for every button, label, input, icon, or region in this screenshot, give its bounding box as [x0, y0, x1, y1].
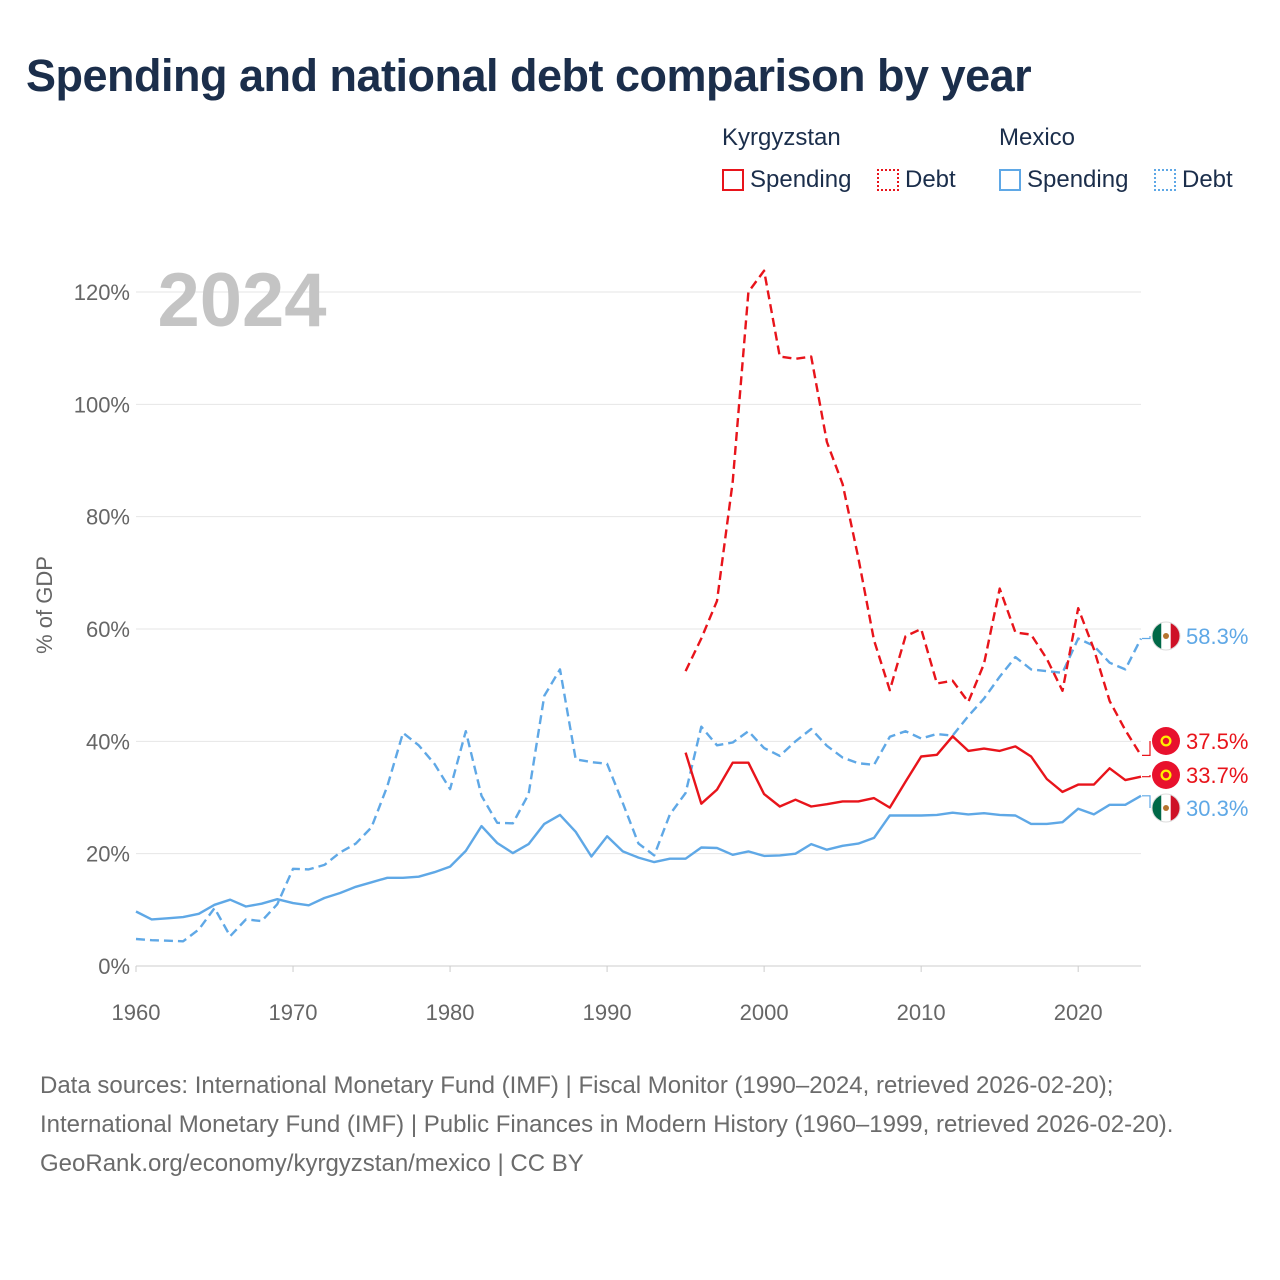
legend-swatch-dotted-red: [877, 169, 899, 191]
y-tick-label: 100%: [74, 392, 130, 417]
legend-country-kyrgyzstan: Kyrgyzstan: [722, 124, 841, 151]
legend-swatch-solid-red: [722, 169, 744, 191]
end-label-value: 58.3%: [1186, 624, 1248, 649]
legend-kyrgyzstan-spending[interactable]: Spending: [722, 166, 851, 194]
y-tick-label: 80%: [86, 505, 130, 530]
end-label-connector: [1142, 741, 1151, 757]
y-tick-label: 20%: [86, 842, 130, 867]
chart-title: Spending and national debt comparison by…: [26, 50, 1032, 101]
series-kyrgyzstan-debt: [684, 269, 1143, 757]
end-label-value: 30.3%: [1186, 796, 1248, 821]
footer: Data sources: International Monetary Fun…: [40, 1066, 1240, 1183]
y-tick-label: 0%: [98, 954, 130, 979]
mexico-flag-icon: [1151, 621, 1181, 651]
attribution: GeoRank.org/economy/kyrgyzstan/mexico | …: [40, 1150, 584, 1177]
legend-country-mexico: Mexico: [999, 124, 1076, 151]
kyrgyzstan-flag-icon: [1152, 761, 1180, 789]
end-labels: 58.3% 30.3% 37.5% 33.7%: [1142, 621, 1248, 823]
end-label-value: 33.7%: [1186, 763, 1248, 788]
legend-kyrgyzstan-debt[interactable]: Debt: [877, 166, 956, 194]
end-label-connector: [1142, 775, 1151, 778]
series-mexico-spending: [135, 794, 1142, 921]
x-tick-label: 1980: [426, 1000, 475, 1025]
legend-swatch-solid-blue: [999, 169, 1021, 191]
x-tick-label: 1960: [112, 1000, 161, 1025]
end-label-value: 37.5%: [1186, 729, 1248, 754]
gridlines: [136, 291, 1141, 967]
legend-label: Debt: [905, 166, 956, 193]
y-tick-label: 120%: [74, 280, 130, 305]
series-kyrgyzstan-spending: [684, 735, 1142, 809]
y-axis-ticks: 0% 20% 40% 60% 80% 100% 120%: [74, 280, 130, 979]
x-tick-label: 2020: [1054, 1000, 1103, 1025]
legend-mexico-debt[interactable]: Debt: [1154, 166, 1233, 194]
line-chart: 2024 0% 20% 40% 60% 80% 100% 120% 1960 1970 1980…: [32, 258, 1248, 1025]
legend-label: Debt: [1182, 166, 1233, 193]
y-tick-label: 60%: [86, 617, 130, 642]
x-tick-label: 1990: [583, 1000, 632, 1025]
legend-label: Spending: [1027, 166, 1129, 193]
end-label-connector: [1142, 795, 1151, 808]
x-tick-label: 1970: [269, 1000, 318, 1025]
legend-swatch-dotted-blue: [1154, 169, 1176, 191]
data-sources: Data sources: International Monetary Fun…: [40, 1072, 1174, 1138]
year-watermark: 2024: [157, 258, 326, 343]
y-tick-label: 40%: [86, 729, 130, 754]
legend-mexico-spending[interactable]: Spending: [999, 166, 1128, 194]
series-mexico-debt: [135, 637, 1143, 943]
x-tick-label: 2010: [897, 1000, 946, 1025]
y-axis-label: % of GDP: [32, 556, 57, 654]
kyrgyzstan-flag-icon: [1152, 727, 1180, 755]
mexico-flag-icon: [1151, 793, 1181, 823]
series-lines: [135, 269, 1143, 943]
x-tick-label: 2000: [740, 1000, 789, 1025]
end-label-connector: [1142, 636, 1151, 640]
x-axis-ticks: 1960 1970 1980 1990 2000 2010 2020: [112, 966, 1103, 1025]
legend-label: Spending: [750, 166, 852, 193]
